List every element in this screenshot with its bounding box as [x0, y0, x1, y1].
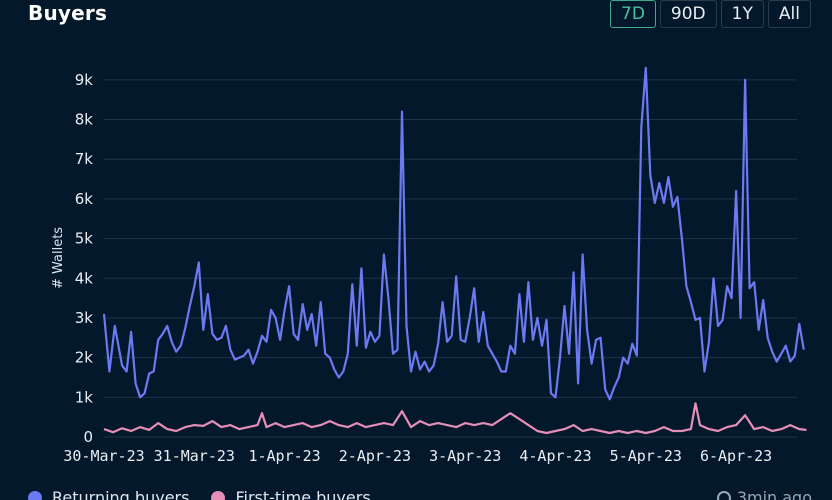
tab-1y[interactable]: 1Y	[720, 0, 764, 28]
legend-label-first-time: First-time buyers	[235, 488, 371, 500]
series-lines	[102, 66, 807, 435]
y-tick-label: 4k	[75, 269, 94, 287]
last-updated: 3min ago	[716, 488, 812, 500]
tab-7d[interactable]: 7D	[610, 0, 656, 28]
legend: Returning buyers First-time buyers	[28, 488, 371, 500]
x-tick-label: 6-Apr-23	[700, 447, 772, 465]
grid-lines	[104, 79, 797, 438]
x-tick-label: 1-Apr-23	[248, 447, 320, 465]
legend-first-time-buyers[interactable]: First-time buyers	[211, 488, 371, 500]
y-tick-label: 2k	[75, 349, 94, 367]
x-tick-label: 5-Apr-23	[610, 447, 682, 465]
x-tick-label: 31-Mar-23	[154, 447, 235, 465]
x-tick-label: 4-Apr-23	[519, 447, 591, 465]
y-axis-ticks: 0 1k 2k 3k 4k 5k 6k 7k 8k 9k	[75, 71, 94, 446]
returning-buyers-swatch	[28, 490, 42, 500]
legend-returning-buyers[interactable]: Returning buyers	[28, 488, 189, 500]
tab-90d[interactable]: 90D	[659, 0, 717, 28]
legend-label-returning: Returning buyers	[52, 488, 190, 500]
first-time-buyers-line	[103, 402, 807, 435]
returning-buyers-line	[102, 66, 805, 401]
refresh-clock-icon	[716, 490, 731, 500]
tab-all[interactable]: All	[767, 0, 811, 28]
y-tick-label: 1k	[75, 388, 94, 406]
y-tick-label: 6k	[75, 190, 94, 208]
y-tick-label: 5k	[75, 230, 94, 248]
chart-title: Buyers	[28, 1, 108, 25]
y-tick-label: 0	[83, 428, 93, 446]
y-tick-label: 7k	[75, 150, 94, 168]
y-axis-label: # Wallets	[51, 227, 66, 289]
y-tick-label: 3k	[75, 309, 94, 327]
first-time-buyers-swatch	[211, 490, 226, 500]
x-tick-label: 2-Apr-23	[339, 447, 411, 465]
time-range-tabs: 7D 90D 1Y All	[610, 0, 811, 28]
y-tick-label: 9k	[75, 71, 94, 89]
last-updated-text: 3min ago	[736, 488, 812, 500]
x-tick-label: 3-Apr-23	[429, 447, 501, 465]
x-axis-ticks: 30-Mar-23 31-Mar-23 1-Apr-23 2-Apr-23 3-Apr-…	[63, 447, 772, 465]
x-tick-label: 30-Mar-23	[63, 447, 144, 465]
y-tick-label: 8k	[75, 111, 94, 129]
